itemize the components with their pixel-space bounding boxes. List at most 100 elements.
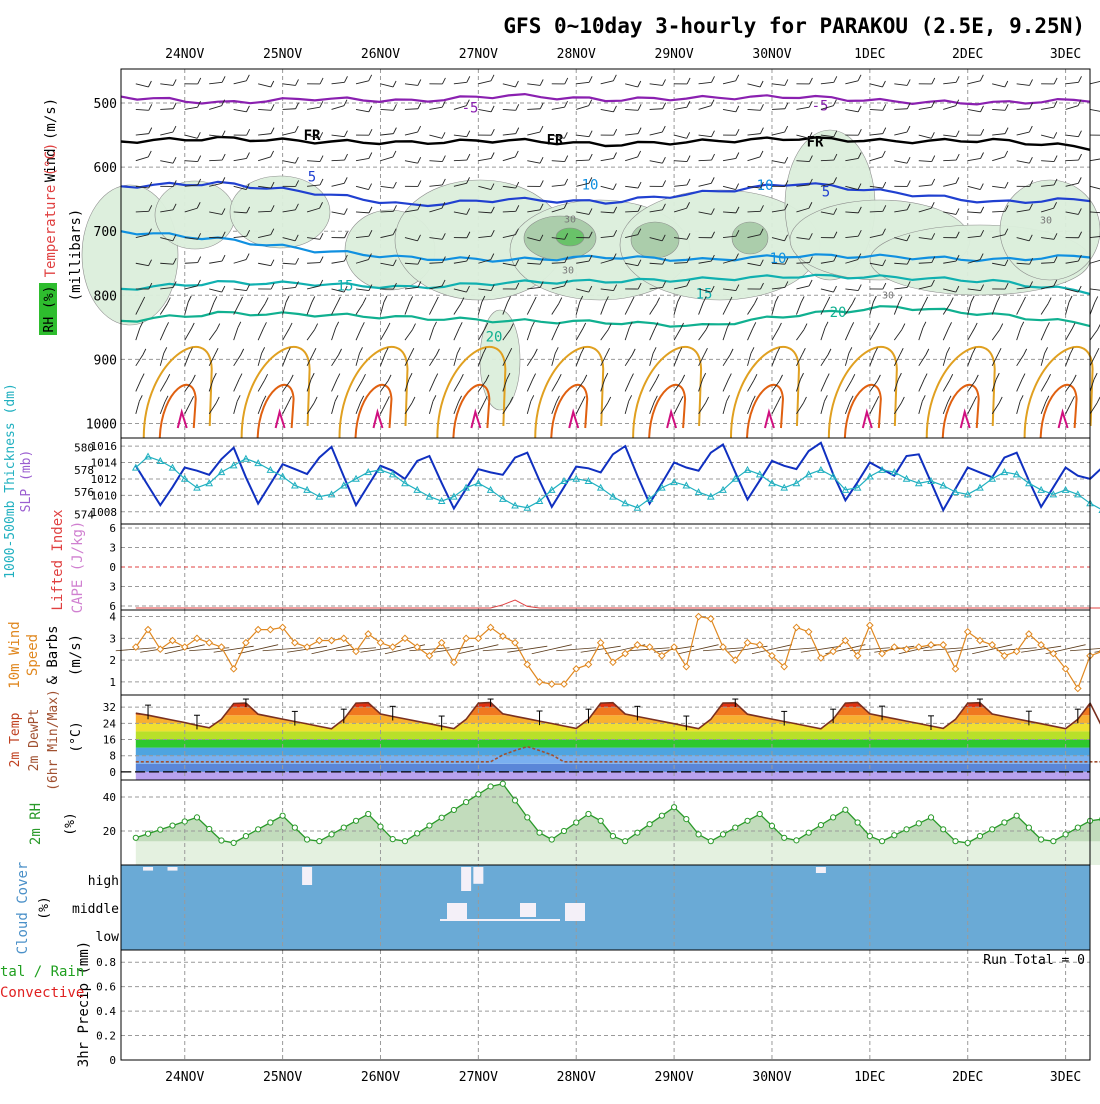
- wind-barb: [332, 82, 345, 83]
- wind-speed-marker: [806, 629, 812, 635]
- wind-barb-flag: [873, 296, 876, 302]
- wind-barb: [699, 183, 712, 186]
- wind-barb: [601, 158, 614, 160]
- pressure-tick-label: 1000: [86, 418, 117, 433]
- wind-barb-flag: [876, 323, 879, 329]
- wind-barb: [185, 161, 198, 162]
- wind-barb-flag: [173, 126, 176, 132]
- wind-barb-flag: [312, 296, 315, 302]
- wind-barb: [601, 302, 606, 314]
- wind-barb-flag: [198, 156, 201, 162]
- wind-barb: [796, 107, 809, 109]
- rh-marker: [610, 834, 615, 839]
- wind-barb-flag: [516, 128, 519, 134]
- wind-barb: [283, 402, 289, 414]
- wind-speed-marker: [598, 640, 604, 646]
- wind-barb: [1017, 84, 1030, 86]
- wind-barb: [576, 329, 582, 340]
- wind-barb-flag: [589, 154, 592, 160]
- max-contour: [471, 412, 480, 428]
- rh-marker: [256, 827, 261, 832]
- rh-marker: [402, 839, 407, 844]
- rh-marker: [977, 834, 982, 839]
- rh-marker: [378, 824, 383, 829]
- wind-barb-flag: [263, 322, 266, 328]
- wind-barb-flag: [540, 103, 543, 109]
- wind-barb: [552, 185, 565, 186]
- wind-barb-flag: [467, 154, 470, 160]
- wind-barb-flag: [584, 375, 587, 381]
- wind-barb-flag: [295, 157, 298, 163]
- wind-barb-flag: [559, 298, 562, 304]
- wind-barb: [332, 106, 344, 110]
- wind-barb: [796, 330, 804, 341]
- wind-barb: [283, 161, 296, 163]
- wind-barb-flag: [198, 78, 201, 84]
- wind-barb-flag: [883, 128, 886, 134]
- wind-barb: [332, 355, 339, 366]
- rh-shade-region: [631, 222, 679, 258]
- wind-barb: [650, 328, 655, 340]
- wind-barb-flag: [247, 285, 250, 291]
- wind-barb: [283, 109, 296, 110]
- wind-barb: [234, 109, 247, 111]
- wind-barb: [160, 132, 173, 135]
- wind-barb-flag: [393, 81, 396, 87]
- wind-barb-flag: [315, 324, 318, 330]
- wind-barb-flag: [491, 129, 494, 135]
- rh-marker: [659, 813, 664, 818]
- wind-barb: [332, 261, 345, 263]
- wind-barb: [429, 135, 442, 138]
- wind-barb-flag: [785, 157, 788, 163]
- wind-barb-flag: [834, 76, 837, 82]
- wind-barb-10m: [776, 648, 816, 651]
- wind-barb-10m: [483, 648, 523, 651]
- wind-barb: [943, 82, 956, 83]
- wind-barb-flag: [1071, 396, 1074, 402]
- wind-barb-flag: [687, 179, 690, 185]
- contour-label: -5: [462, 100, 479, 116]
- wind-barb: [234, 401, 237, 414]
- precip-tick-label: 0.2: [96, 1030, 116, 1043]
- wind-barb: [625, 84, 638, 87]
- hot-contour: [845, 385, 881, 438]
- wind-barb: [429, 161, 442, 162]
- pressure-tick-label: 800: [94, 289, 117, 304]
- wind-barb: [1041, 135, 1054, 138]
- slp-tick-label: 1008: [91, 506, 118, 519]
- wind-barb: [380, 329, 386, 340]
- wind-barb-flag: [981, 152, 984, 158]
- ylabel-cloud-cover: Cloud Cover: [15, 862, 31, 955]
- wind-barb-flag: [687, 132, 690, 138]
- wind-barb: [185, 302, 188, 315]
- rh-shade-region: [480, 310, 520, 410]
- wind-barb: [503, 109, 516, 110]
- max-contour: [276, 412, 285, 428]
- wind-barb-flag: [442, 132, 445, 138]
- wind-barb-flag: [265, 374, 268, 380]
- wind-barb: [870, 157, 882, 161]
- wind-barb-flag: [531, 395, 534, 401]
- wind-barb-flag: [1073, 375, 1076, 381]
- rh-marker: [684, 817, 689, 822]
- wind-barb-flag: [393, 128, 396, 134]
- wind-barb-flag: [703, 373, 706, 379]
- wind-barb-flag: [369, 152, 372, 158]
- wind-barb: [454, 304, 461, 315]
- wind-barb: [650, 109, 663, 110]
- wind-barb-flag: [1095, 296, 1098, 302]
- wind-barb: [919, 380, 924, 392]
- temp-color-band: [121, 695, 1090, 707]
- pressure-tick-label: 900: [94, 353, 117, 368]
- wind-barb-10m: [532, 645, 572, 654]
- wind-barb-flag: [491, 75, 494, 81]
- wind-barb: [332, 401, 335, 414]
- wind-barb-flag: [1030, 79, 1033, 85]
- wind-barb-flag: [1023, 297, 1026, 303]
- wind-barb: [332, 212, 345, 214]
- wind-barb-flag: [565, 78, 568, 84]
- temperature-contour-FR: [121, 137, 1090, 150]
- wind-barb-flag: [564, 132, 567, 138]
- wind-barb: [1017, 132, 1030, 135]
- ylabel-rh: RH (%): [42, 286, 57, 333]
